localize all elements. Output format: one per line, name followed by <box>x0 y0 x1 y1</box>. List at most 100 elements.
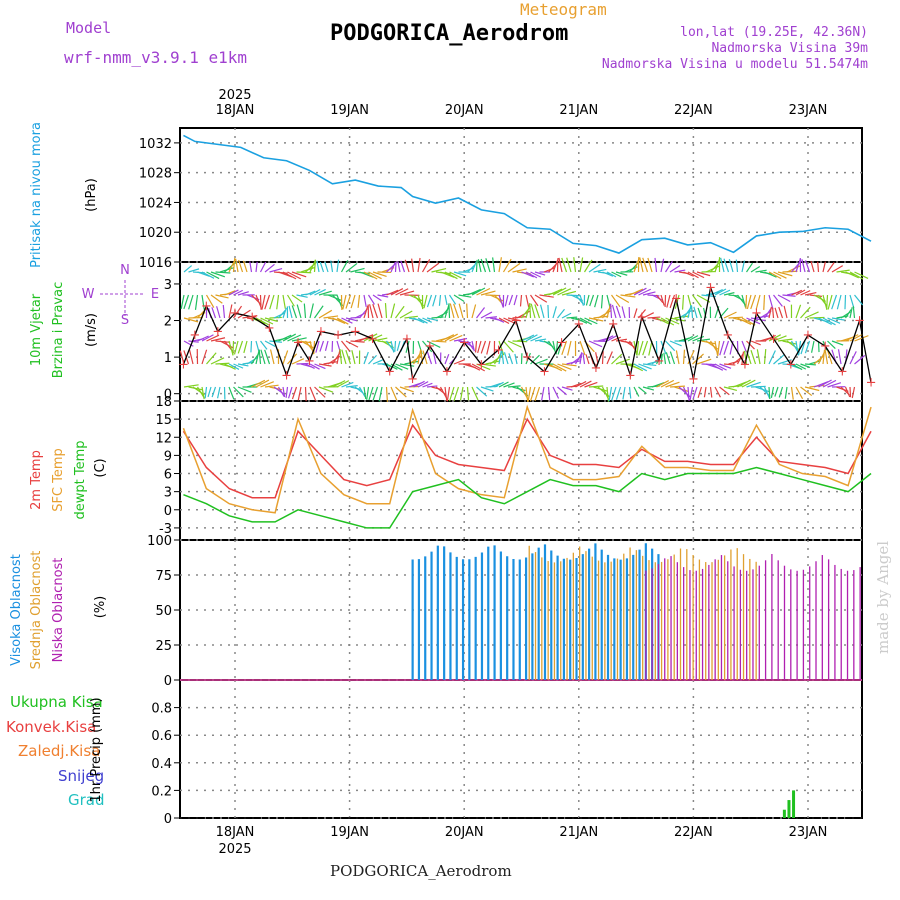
wind-arrow <box>845 271 860 279</box>
wind-arrow <box>426 340 441 348</box>
wind-arrow <box>438 294 442 306</box>
wind-arrow <box>503 317 515 324</box>
wind-arrow <box>575 317 588 324</box>
wind-arrow <box>582 353 586 365</box>
wind-marker: + <box>350 325 361 340</box>
wind-arrow <box>211 307 217 319</box>
wind-marker: + <box>407 372 418 387</box>
wind-arrow <box>557 288 572 296</box>
wind-arrow <box>422 350 428 365</box>
wind-arrow <box>696 338 711 342</box>
wind-arrow <box>566 257 572 273</box>
wind-arrow <box>818 379 832 388</box>
y-tick-label-2: 12 <box>155 431 172 446</box>
wind-arrow <box>648 340 653 356</box>
wind-arrow <box>350 267 365 273</box>
wind-arrow <box>426 351 433 365</box>
wind-arrow <box>519 294 523 307</box>
wind-arrow <box>507 385 521 388</box>
wind-arrow <box>750 340 761 346</box>
wind-arrow <box>237 340 244 354</box>
wind-arrow <box>417 381 429 388</box>
wind-arrow <box>255 350 260 365</box>
wind-arrow <box>358 386 366 398</box>
wind-arrow <box>188 349 194 365</box>
wind-arrow <box>771 307 775 319</box>
wind-arrow <box>746 262 753 273</box>
wind-arrow <box>570 294 584 302</box>
wind-marker: + <box>424 339 435 354</box>
wind-arrow <box>594 294 599 308</box>
legend-ukupna: Ukupna Kisa <box>10 693 103 711</box>
wind-arrow <box>552 340 557 354</box>
wind-arrow <box>498 340 505 356</box>
wind-arrow <box>471 304 477 319</box>
elevation: Nadmorska Visina 39m <box>711 41 868 56</box>
wind-arrow <box>804 311 819 319</box>
wind-arrow <box>728 316 743 319</box>
wind-arrow <box>687 335 699 342</box>
wind-arrow <box>636 340 640 356</box>
wind-arrow <box>849 333 864 342</box>
wind-arrow <box>309 363 320 370</box>
wind-arrow <box>746 381 761 388</box>
wind-arrow <box>633 287 647 296</box>
wind-arrow <box>539 304 545 319</box>
y-tick-label-4: 0.4 <box>151 757 172 772</box>
wind-arrow <box>206 334 220 342</box>
wind-arrow <box>579 294 585 306</box>
wind-arrow <box>660 340 667 355</box>
wind-arrow <box>471 340 475 352</box>
wind-arrow <box>778 306 784 319</box>
wind-arrow <box>215 340 231 343</box>
wind-arrow <box>611 271 622 278</box>
wind-arrow <box>703 386 707 398</box>
wind-arrow <box>486 340 491 355</box>
temp-line-1 <box>182 404 872 514</box>
wind-marker: + <box>573 317 584 332</box>
wind-arrow <box>558 257 563 273</box>
wind-arrow <box>585 294 590 306</box>
wind-arrow <box>663 352 667 365</box>
wind-marker: + <box>671 292 682 307</box>
wind-arrow <box>774 307 779 319</box>
wind-arrow <box>719 340 725 356</box>
wind-arrow <box>395 305 405 319</box>
wind-arrow <box>615 386 622 400</box>
wind-arrow <box>422 382 433 388</box>
wind-arrow <box>503 352 509 365</box>
wind-arrow <box>183 294 190 310</box>
wind-arrow <box>444 333 458 342</box>
wind-arrow <box>345 294 352 309</box>
wind-arrow <box>399 290 415 296</box>
wind-arrow <box>763 294 766 310</box>
wind-arrow <box>319 340 325 352</box>
y-tick-label-4: 0 <box>164 812 172 827</box>
wind-arrow <box>845 334 859 342</box>
wind-arrow <box>498 257 502 273</box>
wind-arrow <box>309 259 317 273</box>
wind-marker: + <box>625 368 636 383</box>
wind-arrow <box>508 294 514 306</box>
wind-arrow <box>297 386 302 401</box>
top-year-label: 2025 <box>218 88 251 103</box>
wind-arrow <box>714 363 727 371</box>
wind-arrow <box>669 264 681 273</box>
pressure-unit: (hPa) <box>84 178 99 212</box>
y-tick-label-3: 100 <box>147 534 172 549</box>
wind-arrow <box>521 271 535 278</box>
wind-arrow <box>224 363 236 370</box>
wind-arrow <box>854 335 869 342</box>
wind-arrow <box>255 317 269 326</box>
wind-arrow <box>210 337 226 342</box>
wind-arrow <box>291 386 298 400</box>
wind-arrow <box>287 334 302 342</box>
wind-marker: + <box>189 328 200 343</box>
wind-arrow <box>588 340 603 348</box>
wind-arrow <box>525 271 538 279</box>
wind-arrow <box>394 261 397 273</box>
wind-marker: + <box>493 343 504 358</box>
wind-arrow <box>692 335 705 342</box>
wind-arrow <box>494 381 504 388</box>
wind-arrow <box>498 350 502 365</box>
